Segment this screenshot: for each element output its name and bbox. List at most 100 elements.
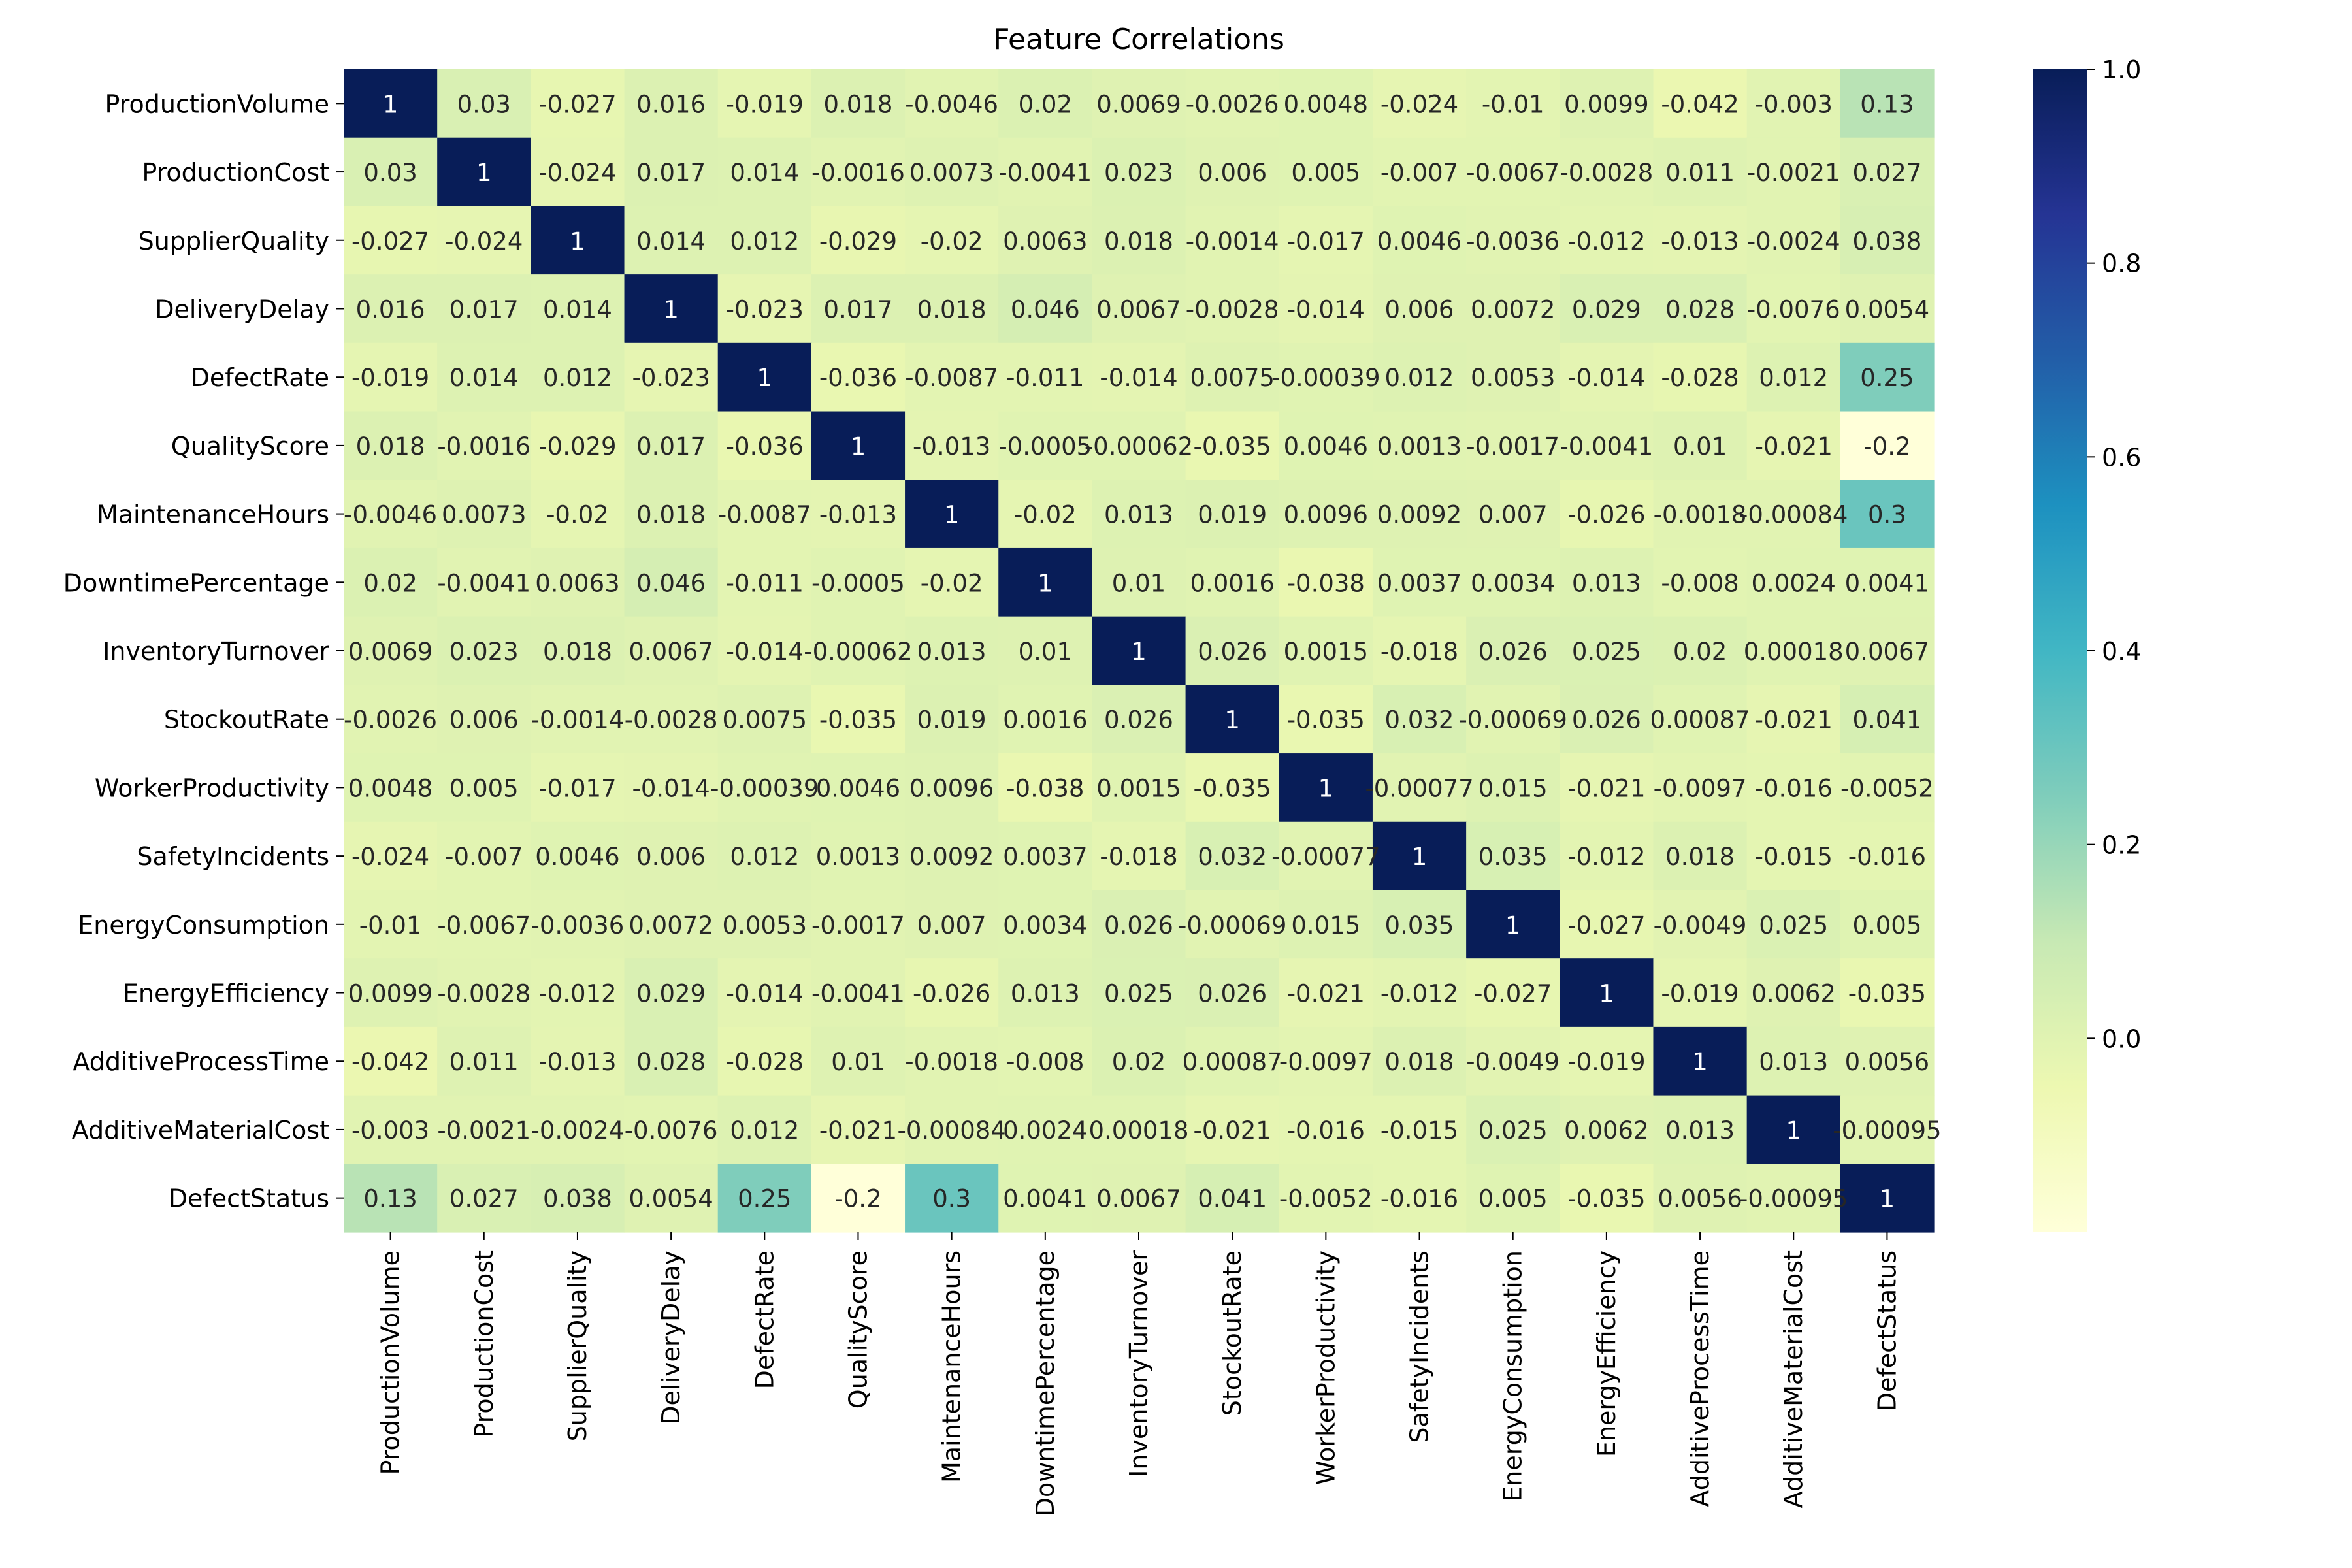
- heatmap-cell-0-1: [437, 69, 531, 139]
- cell-value-label: -0.013: [913, 433, 990, 461]
- heatmap-cell-9-10: [1279, 685, 1373, 754]
- cell-value-label: 0.02: [1673, 638, 1727, 666]
- cell-value-label: 0.0041: [1845, 569, 1929, 597]
- cell-value-label: 0.0099: [1564, 90, 1648, 118]
- cell-value-label: 1: [1505, 911, 1521, 939]
- heatmap-cell-3-0: [344, 274, 438, 344]
- heatmap-cell-14-4: [717, 1026, 812, 1096]
- heatmap-cell-1-3: [624, 137, 719, 207]
- x-axis: ProductionVolume ProductionCost SupplierQu…: [376, 1232, 1901, 1516]
- cell-value-label: 0.005: [1852, 911, 1921, 939]
- heatmap-cell-16-15: [1746, 1164, 1841, 1233]
- heatmap-cell-8-11: [1372, 616, 1467, 685]
- heatmap-cell-6-3: [624, 480, 719, 549]
- cell-value-label: 0.035: [1385, 911, 1454, 939]
- cell-value-label: 0.025: [1759, 911, 1828, 939]
- cell-value-label: -0.0046: [905, 90, 998, 118]
- cell-value-label: 0.026: [1104, 706, 1173, 734]
- cell-value-label: -0.007: [1380, 159, 1458, 187]
- cell-value-label: 0.0037: [1003, 843, 1087, 871]
- cell-value-label: -0.042: [351, 1048, 429, 1076]
- heatmap-cell-2-5: [811, 206, 906, 275]
- heatmap-cell-8-3: [624, 616, 719, 685]
- cell-value-label: 0.01: [1673, 433, 1727, 461]
- heatmap-cell-9-4: [717, 685, 812, 754]
- cell-value-label: -0.035: [1567, 1185, 1645, 1213]
- heatmap-cell-2-6: [905, 206, 999, 275]
- cell-value-label: 0.007: [1478, 501, 1548, 529]
- heatmap-cell-6-6: [905, 480, 999, 549]
- heatmap-cell-7-2: [531, 547, 625, 617]
- cell-value-label: -0.0041: [1560, 433, 1653, 461]
- cell-value-label: -0.0028: [437, 980, 531, 1008]
- cell-value-label: 0.017: [449, 295, 519, 323]
- cell-value-label: 0.025: [1104, 980, 1173, 1008]
- heatmap-cell-1-2: [531, 137, 625, 207]
- cell-value-label: -0.012: [1567, 843, 1645, 871]
- cell-value-label: -0.013: [1661, 227, 1739, 255]
- cell-value-label: 0.012: [1759, 364, 1828, 392]
- cell-value-label: -0.014: [726, 638, 804, 666]
- y-tick-label: InventoryTurnover: [103, 637, 329, 666]
- cell-value-label: -0.019: [351, 364, 429, 392]
- heatmap-cell-3-14: [1653, 274, 1748, 344]
- cell-value-label: -0.0028: [1186, 295, 1279, 323]
- cell-value-label: 1: [1412, 843, 1428, 871]
- heatmap-cell-2-2: [531, 206, 625, 275]
- x-tick-label: InventoryTurnover: [1124, 1250, 1153, 1477]
- cell-value-label: -0.014: [726, 980, 804, 1008]
- x-tick-label: SupplierQuality: [563, 1250, 592, 1441]
- cell-value-label: 0.0072: [1471, 295, 1555, 323]
- heatmap-cell-8-5: [811, 616, 906, 685]
- cell-value-label: 0.01: [831, 1048, 885, 1076]
- heatmap-cell-4-15: [1746, 342, 1841, 412]
- cell-value-label: 0.018: [917, 295, 987, 323]
- cell-value-label: 0.0056: [1658, 1185, 1742, 1213]
- y-tick-label: QualityScore: [171, 432, 329, 461]
- cell-value-label: -0.0041: [998, 159, 1092, 187]
- heatmap-cell-12-3: [624, 890, 719, 959]
- cell-value-label: -0.024: [538, 159, 616, 187]
- cell-value-label: -0.01: [1482, 90, 1544, 118]
- cell-value-label: -0.019: [1661, 980, 1739, 1008]
- heatmap-cell-6-10: [1279, 480, 1373, 549]
- cell-value-label: -0.021: [1755, 706, 1833, 734]
- cell-value-label: 0.0099: [348, 980, 433, 1008]
- heatmap-cell-6-9: [1185, 480, 1280, 549]
- cell-value-label: -0.0016: [811, 159, 905, 187]
- cell-value-label: 0.0024: [1752, 569, 1836, 597]
- cell-value-label: 0.3: [932, 1185, 971, 1213]
- cell-value-label: -0.008: [1661, 569, 1739, 597]
- heatmap-cell-11-8: [1092, 821, 1186, 891]
- heatmap-cell-11-14: [1653, 821, 1748, 891]
- cell-value-label: -0.014: [632, 774, 710, 802]
- cell-value-label: 0.0046: [1284, 433, 1368, 461]
- heatmap-cell-6-12: [1466, 480, 1560, 549]
- cell-value-label: 0.046: [1011, 295, 1080, 323]
- heatmap-cell-13-2: [531, 958, 625, 1028]
- cell-value-label: -0.0076: [625, 1117, 718, 1145]
- heatmap-cell-0-13: [1560, 69, 1654, 139]
- cell-value-label: -0.036: [726, 433, 804, 461]
- cell-value-label: 0.019: [917, 706, 987, 734]
- heatmap-cell-4-8: [1092, 342, 1186, 412]
- cell-value-label: 0.013: [1104, 501, 1173, 529]
- cell-value-label: -0.2: [834, 1185, 881, 1213]
- cell-value-label: -0.0005: [811, 569, 905, 597]
- heatmap-cell-2-10: [1279, 206, 1373, 275]
- cell-value-label: 0.0069: [1096, 90, 1181, 118]
- cell-value-label: 0.0096: [909, 774, 994, 802]
- cell-value-label: -0.0052: [1840, 774, 1934, 802]
- heatmap-cell-6-14: [1653, 480, 1748, 549]
- heatmap-cell-12-4: [717, 890, 812, 959]
- cell-value-label: 0.018: [356, 433, 425, 461]
- heatmap-cell-15-13: [1560, 1095, 1654, 1164]
- heatmap-cell-5-10: [1279, 411, 1373, 480]
- heatmap-cell-11-4: [717, 821, 812, 891]
- cell-value-label: 0.006: [1385, 295, 1454, 323]
- cell-value-label: -0.02: [921, 569, 983, 597]
- heatmap-cell-8-0: [344, 616, 438, 685]
- heatmap-cell-3-13: [1560, 274, 1654, 344]
- heatmap-cell-2-13: [1560, 206, 1654, 275]
